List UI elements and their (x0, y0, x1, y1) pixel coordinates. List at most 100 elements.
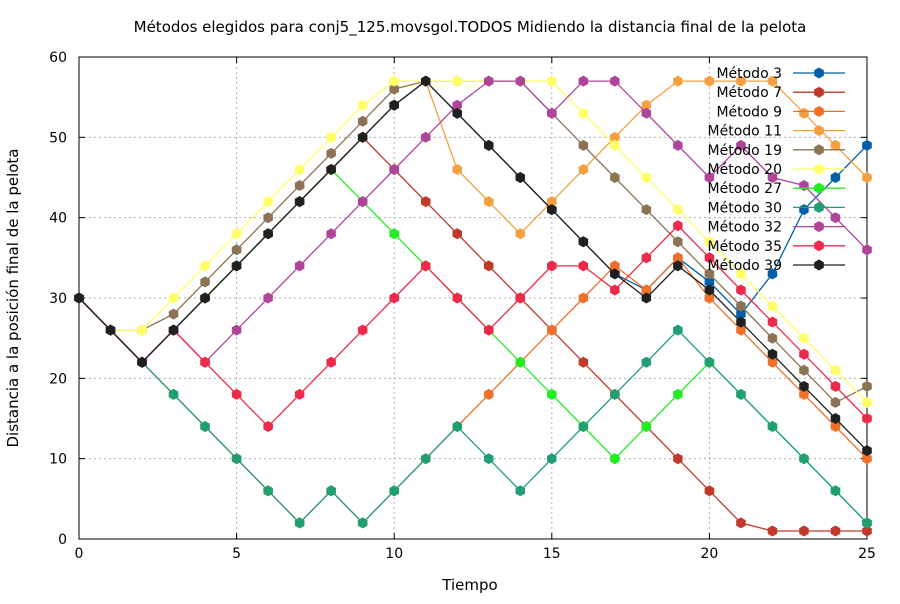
data-point (610, 284, 620, 296)
data-point (799, 107, 809, 119)
y-tick-label: 50 (49, 130, 67, 146)
data-point (578, 356, 589, 368)
data-point (704, 268, 715, 280)
data-point (641, 99, 652, 111)
data-point (515, 172, 525, 183)
data-point (578, 260, 589, 272)
data-point (452, 228, 462, 240)
data-point (641, 284, 652, 296)
data-point (105, 324, 116, 336)
data-point (673, 453, 683, 465)
data-point (231, 324, 242, 336)
legend-marker (814, 125, 824, 137)
data-point (294, 388, 305, 400)
data-point (862, 139, 872, 151)
data-point (357, 517, 368, 529)
data-point (547, 204, 557, 216)
data-point (673, 252, 683, 264)
data-point (326, 131, 336, 143)
data-point (231, 260, 242, 272)
legend-item: Método 35 (708, 239, 845, 255)
data-point (231, 244, 242, 256)
data-point (862, 172, 872, 183)
data-point (357, 99, 368, 111)
y-axis-label: Distancia a la posición final de la pelo… (4, 148, 22, 447)
data-point (610, 131, 620, 143)
data-point (326, 356, 336, 368)
y-tick-label: 40 (49, 211, 67, 227)
data-point (484, 196, 494, 208)
data-point (767, 300, 778, 312)
x-axis-ticks: 0 5 10 15 20 25 (75, 57, 876, 562)
data-point (578, 139, 589, 151)
legend-label: Método 3 (716, 66, 782, 82)
data-point (799, 364, 809, 376)
legend-marker (814, 144, 824, 156)
data-point (799, 332, 809, 344)
data-point (862, 517, 872, 529)
data-point (736, 308, 746, 320)
data-point (830, 421, 841, 432)
data-point (704, 75, 715, 87)
data-point (547, 107, 557, 119)
data-point (673, 260, 683, 272)
data-point (452, 421, 462, 432)
legend-label: Método 20 (708, 162, 782, 178)
data-point (610, 260, 620, 272)
data-point (610, 453, 620, 465)
data-point (357, 115, 368, 127)
data-point (547, 453, 557, 465)
data-point (736, 388, 746, 400)
legend-item: Método 39 (708, 258, 845, 274)
data-point (673, 388, 683, 400)
data-point (515, 292, 525, 304)
data-point (610, 268, 620, 280)
data-point (862, 525, 872, 537)
data-point (767, 356, 778, 368)
data-point (484, 453, 494, 465)
data-point (830, 172, 841, 183)
data-point (484, 388, 494, 400)
data-point (200, 260, 210, 272)
legend-label: Método 11 (708, 124, 782, 140)
data-point (389, 83, 399, 95)
data-point (452, 292, 462, 304)
data-point (263, 196, 273, 208)
data-point (862, 413, 872, 424)
data-point (547, 260, 557, 272)
data-point (610, 388, 620, 400)
data-point (263, 421, 273, 432)
series-line (78, 80, 868, 364)
data-point (610, 139, 620, 151)
data-point (263, 212, 273, 224)
series-8 (74, 292, 872, 529)
data-point (799, 348, 809, 360)
data-point (389, 164, 399, 175)
legend-label: Método 9 (716, 104, 782, 120)
data-point (673, 236, 683, 248)
data-point (704, 485, 715, 497)
data-point (767, 525, 778, 537)
data-point (421, 260, 431, 272)
legend-label: Método 27 (708, 181, 782, 197)
data-point (326, 485, 336, 497)
data-point (673, 204, 683, 216)
legend-item: Método 9 (716, 104, 845, 120)
legend-label: Método 7 (716, 85, 782, 101)
x-tick-label: 25 (858, 546, 876, 562)
data-point (421, 196, 431, 208)
data-point (610, 172, 620, 183)
data-point (736, 268, 746, 280)
x-axis-label: Tiempo (441, 576, 497, 594)
legend-marker (814, 67, 824, 79)
legend-item: Método 7 (716, 85, 845, 101)
data-point (326, 228, 336, 240)
data-point (421, 75, 431, 87)
data-point (263, 485, 273, 497)
y-tick-label: 30 (49, 291, 67, 307)
data-point (452, 107, 462, 119)
data-point (767, 172, 778, 183)
data-point (263, 292, 273, 304)
data-point (767, 268, 778, 280)
